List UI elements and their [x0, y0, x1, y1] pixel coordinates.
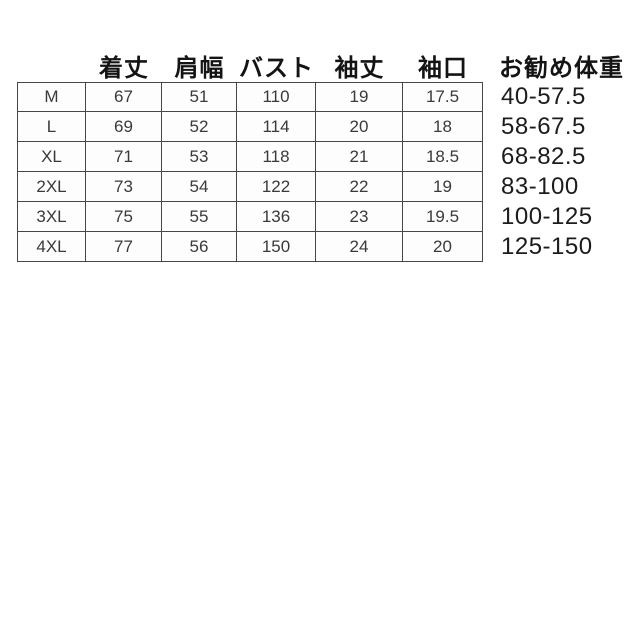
table-cell: 19	[316, 82, 403, 112]
size-label: L	[17, 112, 86, 142]
column-header-weight: お勧め体重	[499, 56, 624, 82]
column-header-bust: バスト	[239, 56, 314, 82]
table-row: 2XL 73 54 122 22 19 83-100	[17, 172, 640, 202]
table-cell: 77	[86, 232, 162, 262]
table-cell: 150	[237, 232, 316, 262]
table-cell: 19	[403, 172, 483, 202]
table-cell: 17.5	[403, 82, 483, 112]
size-label: 4XL	[17, 232, 86, 262]
column-header-length: 着丈	[99, 56, 149, 82]
weight-value: 68-82.5	[501, 143, 586, 170]
table-cell: 118	[237, 142, 316, 172]
weight-value: 40-57.5	[501, 83, 586, 110]
table-cell: 75	[86, 202, 162, 232]
header-row: 着丈 肩幅 バスト 袖丈 袖口 お勧め体重	[17, 48, 640, 82]
table-cell: 51	[162, 82, 237, 112]
column-header-cuff: 袖口	[418, 56, 468, 82]
table-cell: 20	[403, 232, 483, 262]
table-cell: 122	[237, 172, 316, 202]
table-cell: 73	[86, 172, 162, 202]
size-label: M	[17, 82, 86, 112]
table-row: L 69 52 114 20 18 58-67.5	[17, 112, 640, 142]
size-label: 3XL	[17, 202, 86, 232]
table-cell: 18	[403, 112, 483, 142]
size-label: XL	[17, 142, 86, 172]
table-cell: 52	[162, 112, 237, 142]
table-cell: 23	[316, 202, 403, 232]
weight-value: 83-100	[501, 173, 579, 200]
table-cell: 110	[237, 82, 316, 112]
table-cell: 53	[162, 142, 237, 172]
table-cell: 136	[237, 202, 316, 232]
table-row: M 67 51 110 19 17.5 40-57.5	[17, 82, 640, 112]
table-cell: 67	[86, 82, 162, 112]
table-row: 3XL 75 55 136 23 19.5 100-125	[17, 202, 640, 232]
table-cell: 55	[162, 202, 237, 232]
table-row: XL 71 53 118 21 18.5 68-82.5	[17, 142, 640, 172]
weight-value: 58-67.5	[501, 113, 586, 140]
table-cell: 54	[162, 172, 237, 202]
table-cell: 114	[237, 112, 316, 142]
table-cell: 19.5	[403, 202, 483, 232]
size-chart-table: 着丈 肩幅 バスト 袖丈 袖口 お勧め体重 M 67 51 110 19 17.…	[17, 48, 640, 262]
table-cell: 22	[316, 172, 403, 202]
table-cell: 56	[162, 232, 237, 262]
column-header-sleeve: 袖丈	[334, 56, 385, 82]
weight-value: 125-150	[501, 233, 593, 260]
size-label: 2XL	[17, 172, 86, 202]
table-cell: 20	[316, 112, 403, 142]
column-header-shoulder: 肩幅	[174, 56, 225, 82]
table-cell: 71	[86, 142, 162, 172]
table-row: 4XL 77 56 150 24 20 125-150	[17, 232, 640, 262]
weight-value: 100-125	[501, 203, 593, 230]
table-cell: 18.5	[403, 142, 483, 172]
table-cell: 69	[86, 112, 162, 142]
table-cell: 21	[316, 142, 403, 172]
table-cell: 24	[316, 232, 403, 262]
